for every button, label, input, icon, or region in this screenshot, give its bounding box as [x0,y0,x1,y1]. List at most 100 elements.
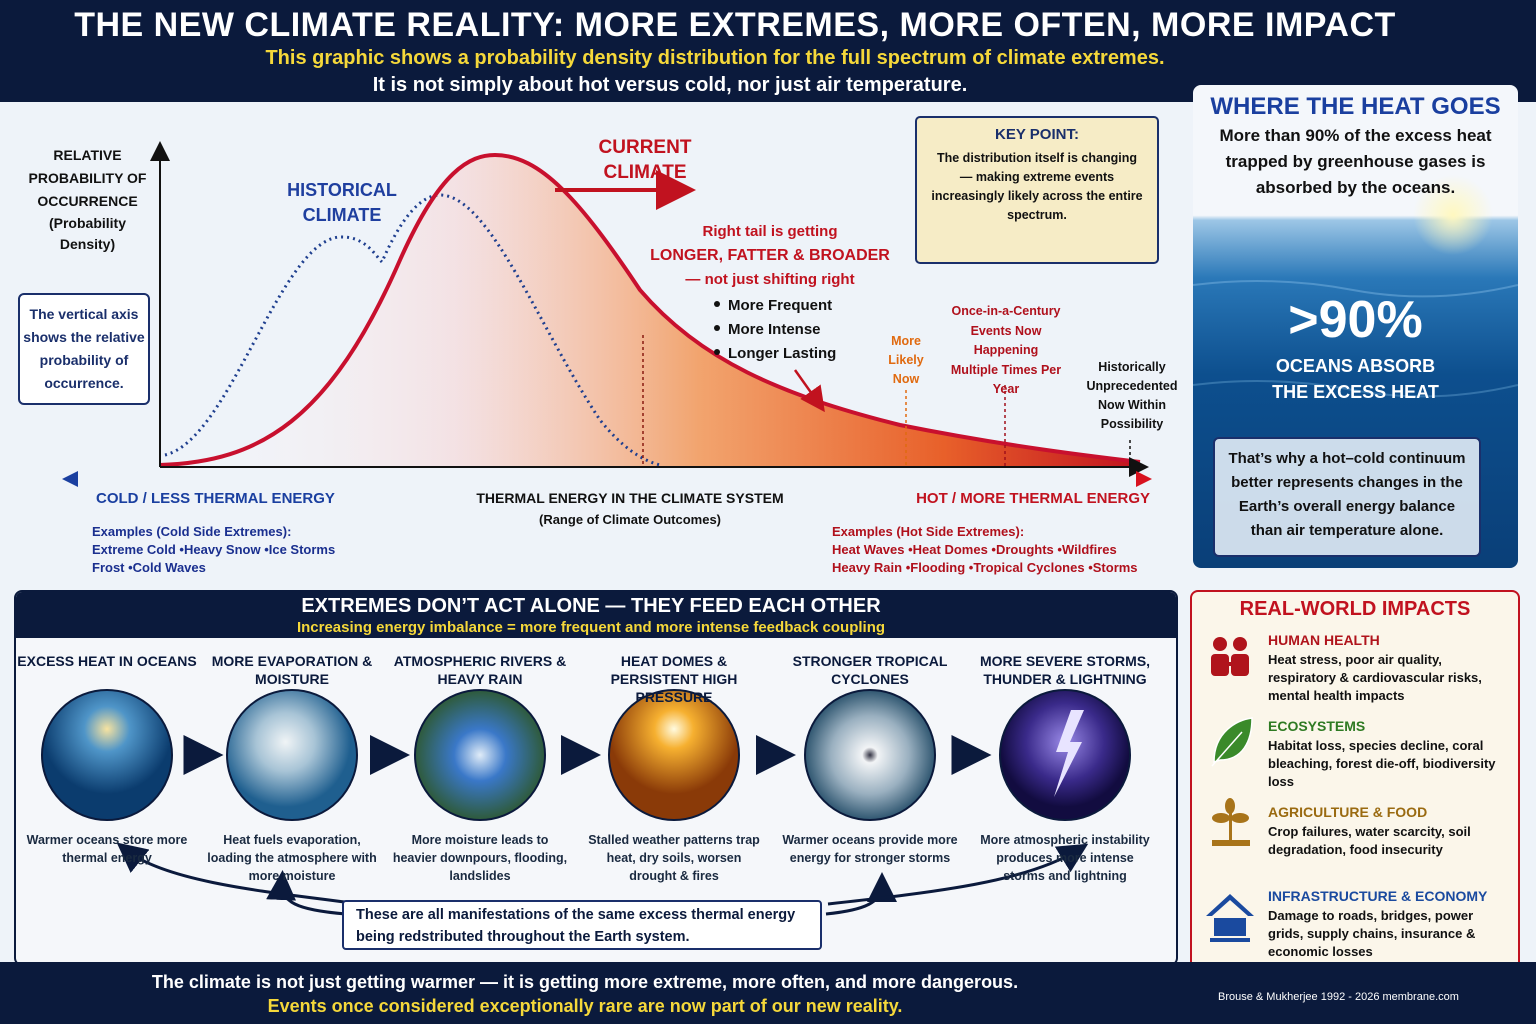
bullet-row: Longer Lasting [712,342,836,366]
step-text: Warmer oceans store more thermal energy [26,833,188,865]
step-image [999,689,1131,821]
credit: Brouse & Mukherjee 1992 - 2026 membrane.… [1218,991,1459,1003]
loop-arrow [266,870,347,916]
step-text: Warmer oceans provide more energy for st… [782,833,958,865]
step-title: MORE EVAPORATION & MOISTURE [211,653,373,687]
ecosystem-icon [1211,717,1253,767]
impact-text: Habitat loss, species decline, coral ble… [1268,738,1496,789]
bullet-dot [714,301,720,307]
step-image [414,689,546,821]
example-item: Heat Domes [905,542,988,557]
heat-title: WHERE THE HEAT GOES [1210,93,1501,120]
step-title: STRONGER TROPICAL CYCLONES [792,653,948,687]
tail-note-line: Right tail is getting [702,223,838,240]
subtitle: This graphic shows a probability density… [265,47,1165,69]
current-label: CURRENT CLIMATE [598,137,692,183]
historical-curve [164,193,661,467]
example-item: Droughts [988,542,1054,557]
example-item: Heavy Rain [832,560,903,575]
current-curve [159,152,1141,467]
example-item: Frost [92,560,125,575]
heat-stat: >90% [1288,291,1423,349]
key-point-text: The distribution itself is changing — ma… [931,151,1143,222]
bullet-dot [714,325,720,331]
lightning [1054,710,1084,797]
infrastructure-icon [1206,894,1254,942]
bullet-text: Longer Lasting [728,345,837,362]
impact-title: INFRASTRUCTURE & ECONOMY [1268,888,1488,904]
example-item: Heavy Snow [176,542,261,557]
feedback-title: EXTREMES DON’T ACT ALONE — THEY FEED EAC… [301,595,881,617]
heat-panel: WHERE THE HEAT GOES More than 90% of the… [1193,85,1518,568]
step-image [226,689,358,821]
cold-label: COLD / LESS THERMAL ENERGY [96,490,335,507]
examples-line: Heavy RainFloodingTropical CyclonesStorm… [832,559,1138,577]
step-image [608,689,740,821]
bullet-row: More Intense [712,318,836,342]
impact-text: Heat stress, poor air quality, respirato… [1268,652,1482,703]
step-title: MORE SEVERE STORMS, THUNDER & LIGHTNING [979,653,1151,687]
example-item: Flooding [902,560,965,575]
hot-label: HOT / MORE THERMAL ENERGY [916,490,1150,507]
heat-stat-label: OCEANS ABSORB THE EXCESS HEAT [1272,356,1439,402]
example-item: Heat Waves [832,542,905,557]
step-title: EXCESS HEAT IN OCEANS [17,653,197,669]
bullet-row: More Frequent [712,294,836,318]
tail-note-line: — not just shifting right [685,271,855,288]
bullet-text: More Intense [728,321,821,338]
heat-text: More than 90% of the excess heat trapped… [1219,126,1492,197]
x-axis-title: THERMAL ENERGY IN THE CLIMATE SYSTEM [476,490,784,506]
example-item: Ice Storms [261,542,336,557]
loop-arrow [825,872,897,916]
step-image [804,689,936,821]
cold-examples: Examples (Cold Side Extremes): Extreme C… [92,523,335,577]
example-item: Wildfires [1054,542,1117,557]
tail-note: Right tail is getting LONGER, FATTER & B… [650,220,890,292]
loop-arrow [827,843,1089,906]
tail-arrow [793,369,825,413]
loop-arrow [116,842,362,906]
impact-text: Crop failures, water scarcity, soil degr… [1268,824,1471,857]
examples-line: Extreme ColdHeavy SnowIce Storms [92,541,335,559]
feedback-diagram [41,689,1131,916]
step-title: HEAT DOMES & PERSISTENT HIGH PRESSURE [610,653,738,705]
header: THE NEW CLIMATE REALITY: MORE EXTREMES, … [0,0,1536,102]
wave [1193,380,1518,398]
impact-title: ECOSYSTEMS [1268,718,1366,734]
ocean-image [1193,175,1518,398]
feedback-subtitle: Increasing energy imbalance = more frequ… [296,619,886,636]
sun-glow [1413,175,1493,255]
marker-label: More Likely Now [888,334,924,386]
hot-examples: Examples (Hot Side Extremes): Heat Waves… [832,523,1138,577]
title: THE NEW CLIMATE REALITY: MORE EXTREMES, … [74,6,1396,44]
examples-title: Examples (Hot Side Extremes): [832,524,1025,539]
examples-line: FrostCold Waves [92,559,335,577]
step-text: Heat fuels evaporation, loading the atmo… [207,833,377,883]
footer: The climate is not just getting warmer —… [0,962,1536,1024]
key-point-title: KEY POINT: [995,126,1079,143]
bullet-text: More Frequent [728,297,833,314]
example-item: Extreme Cold [92,542,176,557]
wave [1193,280,1518,298]
feedback-panel: EXTREMES DON’T ACT ALONE — THEY FEED EAC… [14,590,1178,966]
tail-fill [160,155,1140,467]
example-item: Tropical Cyclones [965,560,1084,575]
feedback-header: EXTREMES DON’T ACT ALONE — THEY FEED EAC… [16,592,1176,638]
step-image [41,689,173,821]
step-text: More atmospheric instability produces mo… [980,833,1150,883]
example-item: Storms [1085,560,1138,575]
marker-label: Historically Unprecedented Now Within Po… [1086,360,1178,431]
axis-arrow-left [62,471,78,487]
step-text: More moisture leads to heavier downpours… [392,833,568,883]
axis-arrow-right [1136,471,1152,487]
health-icon [1211,637,1249,676]
impacts-title: REAL-WORLD IMPACTS [1239,598,1471,620]
impact-text: Damage to roads, bridges, power grids, s… [1268,908,1476,959]
y-axis-note: (Probability Density) [48,215,126,252]
heat-note: That’s why a hot–cold continuum better r… [1213,437,1481,557]
bullet-dot [714,349,720,355]
examples-title: Examples (Cold Side Extremes): [92,524,292,539]
impact-title: HUMAN HEALTH [1268,632,1380,648]
impact-title: AGRICULTURE & FOOD [1268,804,1428,820]
